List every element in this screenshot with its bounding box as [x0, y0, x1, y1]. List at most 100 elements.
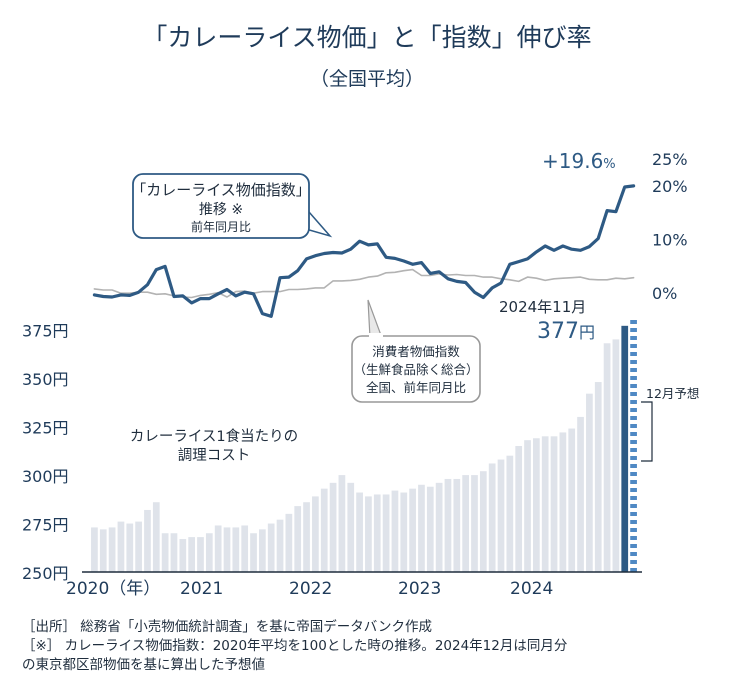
bar: [312, 496, 319, 572]
bar: [426, 486, 434, 572]
latest-value-unit: 円: [579, 323, 595, 342]
curry-callout-mask: [290, 205, 308, 225]
y-tick-label-left: 275円: [22, 516, 69, 535]
y-tick-label-right: 20%: [652, 177, 688, 196]
bar: [161, 533, 169, 572]
bar: [382, 494, 390, 572]
bar: [515, 446, 523, 572]
bar: [444, 478, 452, 572]
bar: [144, 509, 151, 572]
latest-date-label: 2024年11月: [499, 298, 586, 316]
bar-series-label: 調理コスト: [178, 447, 251, 464]
bar: [197, 537, 204, 572]
cpi-line: [93, 268, 635, 299]
bar: [347, 482, 355, 572]
bar: [506, 455, 514, 572]
curry-callout-box: [132, 173, 310, 239]
bar: [453, 478, 461, 572]
cpi-callout-line: （生鮮食品除く総合）: [353, 362, 478, 377]
bar: [108, 527, 116, 572]
bar: [594, 382, 602, 572]
chart-canvas: 250円 275円 300円 325円 350円 375円 0% 10% 20% 25% 2020（…: [22, 149, 699, 599]
bar: [373, 494, 381, 572]
y-tick-label-left: 350円: [22, 370, 69, 389]
curry-callout-line: 前年同月比: [191, 219, 251, 234]
bar: [320, 488, 328, 572]
bar: [135, 521, 142, 572]
chart-subtitle: （全国平均）: [309, 68, 424, 90]
x-tick-label: 2023: [398, 579, 441, 599]
bar: [409, 488, 416, 572]
y-tick-label-left: 375円: [22, 322, 69, 341]
y-tick-label-right: 10%: [652, 231, 688, 250]
bar: [338, 475, 346, 572]
bar: [471, 475, 478, 572]
bar: [559, 432, 567, 572]
bar: [603, 343, 611, 572]
bar: [541, 436, 549, 572]
bar: [612, 339, 620, 572]
note-source: ［出所］ 総務省「小売物価統計調査」を基に帝国データバンク作成: [22, 619, 432, 635]
bar: [621, 325, 629, 572]
bar: [356, 492, 363, 572]
bar: [267, 523, 275, 572]
source-notes: ［出所］ 総務省「小売物価統計調査」を基に帝国データバンク作成 ［※］ カレーラ…: [22, 618, 567, 675]
bar: [170, 533, 178, 572]
bar: [577, 416, 584, 572]
bar-series-label: カレーライス1食当たりの: [130, 428, 298, 445]
bar: [479, 471, 487, 572]
bar: [303, 502, 310, 572]
bar: [179, 539, 187, 572]
cpi-callout-box: [351, 335, 481, 403]
forecast-label: 12月予想: [646, 386, 699, 401]
bar: [586, 393, 593, 572]
bar-forecast: [630, 320, 637, 572]
bar: [365, 496, 372, 572]
y-tick-label-left: 250円: [22, 564, 69, 583]
bar: [152, 502, 160, 572]
cpi-callout-line: 消費者物価指数: [372, 344, 460, 359]
bar: [400, 492, 408, 572]
bar: [276, 519, 284, 572]
chart-title: 「カレーライス物価」と「指数」伸び率: [142, 23, 592, 52]
y-tick-label-left: 325円: [22, 419, 69, 438]
bar: [241, 525, 249, 572]
cpi-callout-pointer: [367, 299, 383, 339]
bar: [462, 475, 470, 572]
bar: [488, 463, 496, 572]
bar: [126, 523, 134, 572]
bar: [497, 459, 505, 572]
bar: [232, 527, 240, 572]
forecast-bracket: [641, 401, 653, 462]
bar: [524, 440, 531, 572]
peak-value-suffix: %: [603, 157, 615, 172]
bar: [568, 428, 576, 572]
bar: [223, 527, 231, 572]
x-tick-label: 2022: [289, 579, 332, 599]
bar: [533, 438, 540, 572]
bar: [99, 529, 107, 572]
cpi-callout-mask: [369, 333, 383, 338]
peak-value-label: +19.6%: [542, 149, 616, 173]
bar: [205, 533, 213, 572]
bar: [117, 521, 125, 572]
bar: [391, 490, 399, 572]
curry-index-line: [92, 184, 636, 318]
bar: [250, 533, 257, 572]
bar: [259, 529, 266, 572]
note-footnote-2: の東京都区部物価を基に算出した予想値: [22, 657, 265, 673]
bar: [188, 537, 196, 572]
x-tick-label: 2021: [180, 579, 223, 599]
curry-callout-line: 推移 ※: [199, 202, 243, 218]
bar: [435, 482, 443, 572]
bar: [294, 506, 302, 572]
bar: [550, 436, 558, 572]
bar: [214, 525, 222, 572]
bar: [418, 484, 425, 572]
bar: [285, 513, 293, 572]
x-tick-label: 2020（年）: [66, 579, 160, 599]
y-tick-label-right: 0%: [652, 284, 677, 303]
y-tick-label-left: 300円: [22, 467, 69, 486]
note-footnote-1: ［※］ カレーライス物価指数：2020年平均を100とした時の推移。2024年1…: [22, 638, 568, 654]
bar: [329, 482, 337, 572]
